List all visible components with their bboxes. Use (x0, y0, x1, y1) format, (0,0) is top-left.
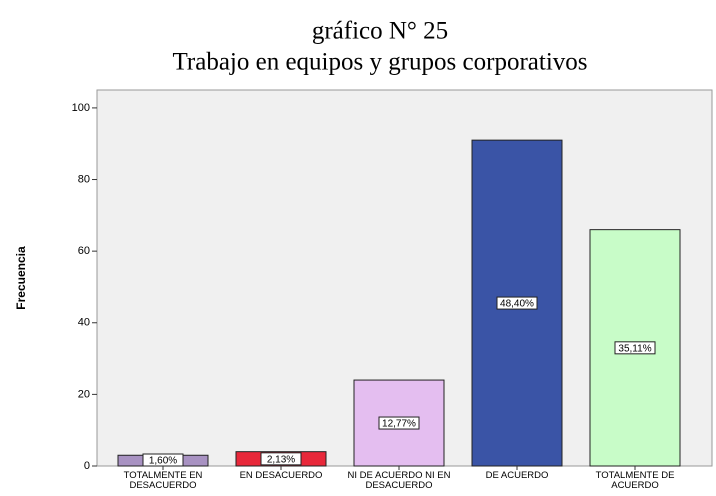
y-tick-label: 40 (78, 317, 90, 329)
x-tick-label: EN DESACUERDO (239, 470, 323, 481)
value-label: 35,11% (618, 343, 651, 354)
x-tick-label: NI DE ACUERDO NI EN DESACUERDO (347, 470, 451, 491)
value-label: 1,60% (149, 456, 177, 467)
value-label-box (260, 452, 302, 466)
y-tick-label: 20 (78, 388, 90, 400)
value-label: 48,40% (500, 299, 534, 310)
value-label: 12,77% (382, 419, 416, 430)
x-tick-label: TOTALMENTE EN DESACUERDO (123, 470, 203, 491)
y-tick-label: 100 (72, 102, 90, 114)
chart-title: gráfico N° 25 (312, 18, 448, 45)
chart-subtitle: Trabajo en equipos y grupos corporativos (173, 49, 588, 76)
y-tick-label: 60 (78, 245, 90, 257)
x-tick-label: TOTALMENTE DE ACUERDO (595, 470, 675, 491)
value-label: 2,13% (267, 454, 295, 465)
y-tick-label: 0 (84, 460, 90, 472)
y-tick-label: 80 (78, 173, 90, 185)
value-label-box (378, 416, 420, 430)
y-axis-label: Frecuencia (14, 246, 28, 310)
x-tick-label: DE ACUERDO (485, 470, 549, 481)
value-label-box (614, 341, 656, 355)
value-label-box (496, 296, 538, 310)
